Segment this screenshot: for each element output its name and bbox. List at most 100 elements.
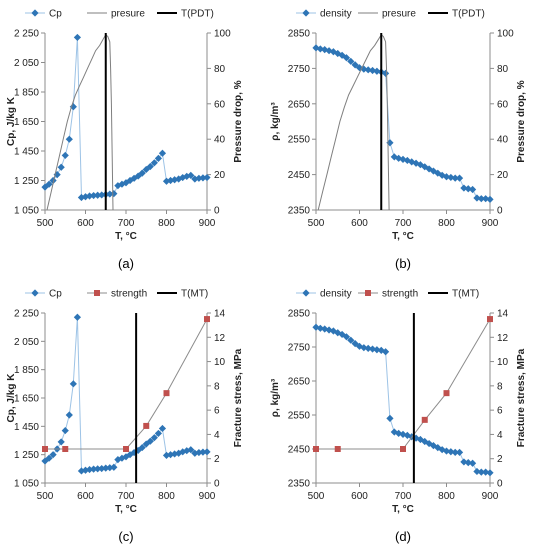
data-point: [49, 451, 57, 459]
legend-marker-icon: [94, 290, 100, 296]
x-tick-label: 900: [482, 218, 499, 229]
data-point: [412, 159, 420, 167]
data-point: [373, 67, 381, 75]
data-point: [460, 184, 468, 192]
data-point: [106, 190, 114, 198]
data-point: [416, 161, 424, 169]
data-point: [469, 459, 477, 467]
y2-tick-label: 0: [497, 479, 503, 490]
y-axis-title: ρ, kg/m³: [270, 102, 281, 141]
data-point: [94, 465, 102, 473]
data-point: [53, 171, 61, 179]
data-point: [477, 195, 485, 203]
data-point: [158, 424, 167, 433]
data-point: [69, 380, 77, 388]
data-point: [342, 333, 351, 341]
data-point: [429, 442, 438, 450]
data-point: [382, 348, 390, 356]
data-point: [90, 465, 98, 473]
legend-label: T(PDT): [452, 9, 485, 20]
data-point: [390, 153, 398, 161]
data-point: [351, 61, 359, 69]
pressure-drop-line: [317, 34, 390, 211]
y-tick-label: 1 650: [14, 394, 39, 405]
x-tick-label: 500: [308, 218, 325, 229]
strength-connector-line: [316, 318, 491, 450]
y2-tick-label: 40: [497, 135, 509, 146]
chart-panel: 500 600 700 800 900 2350 2450 2550 2650 2750 2850 0…: [270, 9, 527, 272]
data-point: [163, 390, 170, 397]
panel-label: (a): [118, 256, 134, 271]
x-tick-label: 900: [199, 491, 216, 502]
y2-tick-label: 0: [497, 206, 503, 217]
data-point: [106, 464, 114, 472]
data-point: [158, 149, 167, 157]
y2-tick-label: 4: [214, 430, 220, 441]
legend-label: density: [320, 289, 352, 300]
data-point: [77, 467, 86, 475]
legend-label: Cp: [49, 289, 62, 300]
data-point: [199, 174, 207, 182]
data-point: [187, 446, 195, 454]
chart-panel: 500 600 700 800 900 2350 2450 2550 2650 2750 2850 0…: [270, 289, 527, 545]
y2-tick-label: 12: [497, 333, 509, 344]
y-tick-label: 2450: [288, 445, 311, 456]
x-axis-title: T, °C: [392, 504, 414, 515]
data-point: [425, 165, 433, 173]
data-point: [338, 51, 346, 59]
data-point: [487, 316, 493, 323]
x-tick-label: 700: [395, 218, 412, 229]
y2-tick-label: 80: [497, 64, 509, 75]
data-point: [460, 458, 468, 466]
data-point: [49, 176, 57, 185]
data-point: [438, 171, 446, 179]
panel-label: (d): [395, 529, 411, 544]
pressure-drop-line: [46, 34, 114, 211]
data-point: [65, 411, 73, 419]
y-tick-label: 1 250: [14, 176, 39, 187]
data-point: [338, 330, 346, 339]
legend: density presure T(PDT): [296, 9, 485, 20]
data-point: [455, 448, 464, 456]
data-point: [65, 135, 73, 143]
y2-tick-label: 60: [214, 99, 226, 110]
legend-label: presure: [382, 9, 416, 20]
y2-tick-label: 12: [214, 333, 226, 344]
legend: Cp strength T(MT): [25, 289, 208, 300]
y2-axis-title: Pressure drop, %: [516, 80, 527, 162]
legend-marker-icon: [302, 9, 310, 17]
x-axis-title: T, °C: [115, 504, 137, 515]
data-point: [110, 190, 118, 198]
data-point: [199, 448, 207, 456]
y2-tick-label: 2: [497, 454, 503, 465]
data-point: [150, 434, 158, 442]
data-point: [110, 463, 118, 471]
data-point: [73, 33, 81, 42]
data-point: [98, 464, 106, 473]
data-point: [150, 159, 158, 167]
x-tick-label: 500: [37, 218, 54, 229]
legend-marker-icon: [302, 289, 310, 297]
data-point: [386, 414, 394, 422]
x-tick-label: 800: [438, 491, 455, 502]
x-tick-label: 700: [118, 491, 135, 502]
y2-tick-label: 14: [497, 309, 509, 320]
legend-marker-icon: [365, 290, 371, 296]
y-tick-label: 2750: [288, 343, 311, 354]
data-point: [400, 446, 406, 452]
data-point: [360, 344, 368, 352]
data-point: [146, 437, 154, 445]
data-point: [73, 313, 81, 321]
legend-marker-icon: [31, 289, 39, 297]
data-point: [45, 180, 53, 188]
y2-axis-title: Pressure drop, %: [233, 80, 244, 162]
series-connector-line: [44, 37, 208, 199]
series-diamond: [312, 323, 494, 477]
y2-axis-title: Fracture stress, MPa: [233, 348, 244, 447]
data-point: [98, 191, 106, 199]
data-point: [102, 464, 110, 472]
x-tick-label: 900: [482, 491, 499, 502]
legend: density strength T(MT): [296, 289, 479, 300]
